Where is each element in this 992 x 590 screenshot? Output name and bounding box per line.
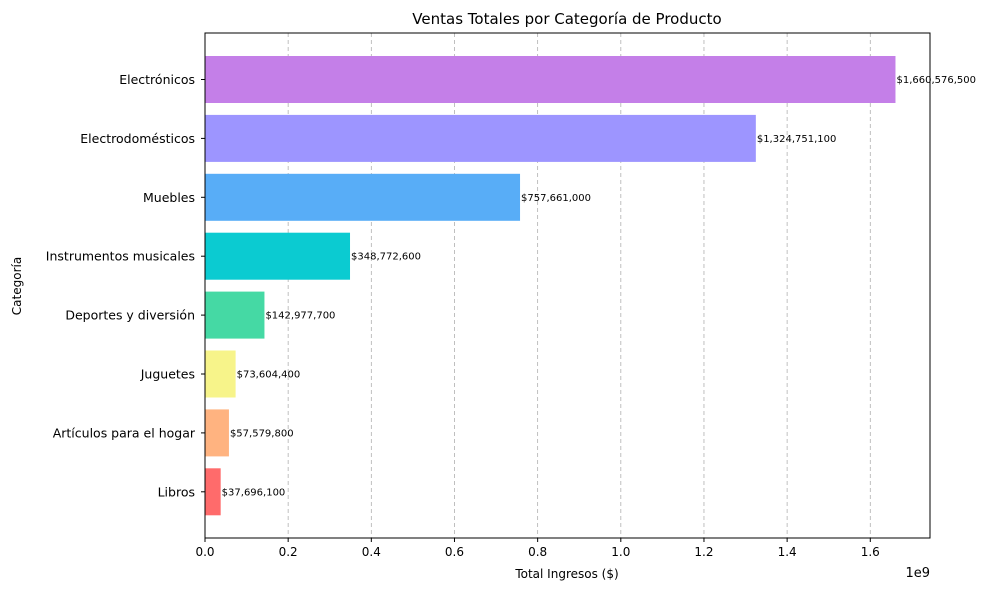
y-tick-label: Electrodomésticos bbox=[80, 131, 195, 146]
bar bbox=[205, 350, 236, 398]
x-tick-label: 0.6 bbox=[445, 545, 464, 559]
y-tick-label: Instrumentos musicales bbox=[46, 249, 195, 264]
bar-value-label: $1,324,751,100 bbox=[757, 134, 837, 145]
bar-value-label: $37,696,100 bbox=[222, 487, 286, 498]
x-grid bbox=[287, 33, 871, 538]
bar-value-label: $757,661,000 bbox=[521, 193, 591, 204]
bar bbox=[205, 56, 896, 103]
y-axis-ticks: Electrónicos Electrodomésticos Muebles Inst… bbox=[46, 72, 205, 499]
y-tick-label: Artículos para el hogar bbox=[53, 425, 196, 440]
y-tick-label: Juguetes bbox=[140, 367, 195, 382]
bar bbox=[205, 173, 521, 221]
y-tick-label: Muebles bbox=[143, 190, 195, 205]
chart-title: Ventas Totales por Categoría de Producto bbox=[412, 10, 721, 28]
bar-value-label: $348,772,600 bbox=[351, 252, 421, 263]
bars bbox=[205, 56, 896, 516]
x-tick-label: 1.0 bbox=[611, 545, 630, 559]
bar bbox=[205, 291, 265, 339]
y-axis-label: Categoría bbox=[10, 257, 24, 315]
y-tick-label: Libros bbox=[158, 484, 195, 499]
bar-value-label: $73,604,400 bbox=[237, 370, 301, 381]
x-tick-label: 1.2 bbox=[694, 545, 713, 559]
x-axis-label: Total Ingresos ($) bbox=[514, 567, 618, 581]
x-tick-label: 1.4 bbox=[778, 545, 797, 559]
bar bbox=[205, 409, 229, 457]
plot-frame bbox=[204, 32, 931, 539]
x-tick-label: 0.4 bbox=[362, 545, 381, 559]
x-tick-label: 1.6 bbox=[861, 545, 880, 559]
bar-value-label: $1,660,576,500 bbox=[896, 75, 976, 86]
bar bbox=[205, 114, 756, 162]
bar-value-label: $57,579,800 bbox=[230, 428, 294, 439]
bar bbox=[205, 468, 221, 516]
x-offset-label: 1e9 bbox=[905, 566, 930, 581]
value-labels: $1,660,576,500 $1,324,751,100 $757,661,000… bbox=[222, 75, 976, 498]
y-tick-label: Deportes y diversión bbox=[65, 308, 195, 323]
bar-value-label: $142,977,700 bbox=[265, 311, 335, 322]
y-tick-label: Electrónicos bbox=[119, 72, 195, 87]
bar bbox=[205, 232, 351, 280]
x-tick-label: 0.8 bbox=[528, 545, 547, 559]
x-tick-label: 0.0 bbox=[195, 545, 214, 559]
x-axis-ticks: 0.0 0.2 0.4 0.6 0.8 1.0 1.2 1.4 1.6 bbox=[195, 538, 880, 559]
x-tick-label: 0.2 bbox=[279, 545, 298, 559]
